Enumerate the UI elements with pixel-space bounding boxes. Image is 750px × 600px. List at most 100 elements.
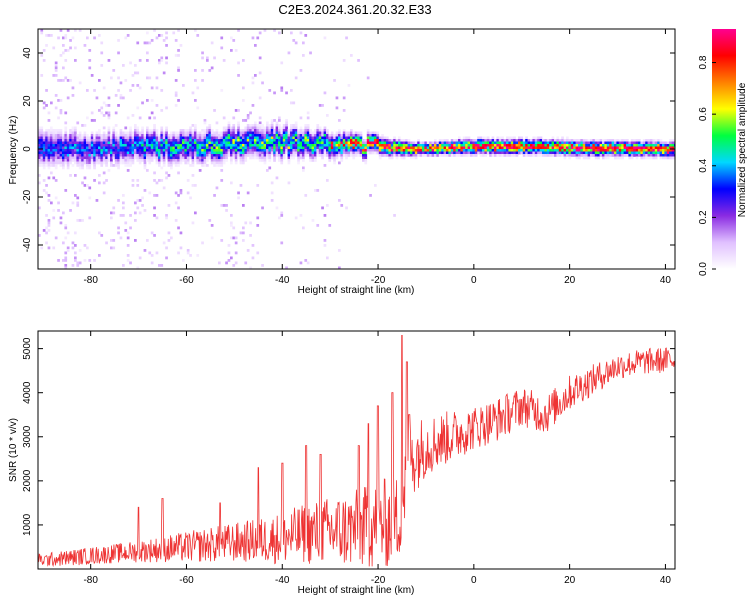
spectrogram-cell [530,151,533,155]
spectrogram-cell [321,104,324,107]
spectrogram-cell [333,136,336,140]
spectrogram-cell [273,159,276,162]
spectrogram-cell [54,106,58,110]
spectrogram-cell [534,151,538,155]
spectrogram-cell [126,136,130,140]
spectrogram-cell [246,141,250,145]
spectrogram-cell [530,139,533,142]
spectrogram-cell [306,154,310,157]
spectrogram-cell [364,159,368,162]
spectrogram-cell [52,156,56,160]
spectrogram-cell [638,151,641,155]
spectrogram-cell [100,154,104,157]
spectrogram-cell [59,79,63,82]
spectrogram-cell [542,154,545,157]
spectrogram-cell [650,149,653,152]
spectrogram-cell [78,149,82,152]
spectrogram-cell [122,64,125,67]
spectrogram-cell [177,49,180,52]
spectrogram-cell [282,136,286,140]
spectrogram-cell [83,156,87,160]
spectrogram-cell [491,136,495,140]
spectrogram-cell [366,141,370,145]
spectrogram-cell [174,146,178,150]
spectrogram-cell [71,164,75,167]
spectrogram-cell [131,159,135,162]
spectrogram-cell [203,164,207,167]
spectrogram-cell [640,156,644,160]
spectrogram-cell [527,146,531,150]
spectrogram-cell [618,144,622,147]
spectrogram-cell [186,134,190,137]
spectrogram-cell [50,159,53,162]
spectrogram-cell [112,156,116,160]
spectrogram-cell [81,159,84,162]
spectrogram-cell [645,139,648,142]
spectrogram-cell [230,159,233,162]
spectrogram-cell [458,139,461,142]
spectrogram-cell [328,154,332,157]
spectrogram-cell [160,129,164,132]
spectrogram-cell [669,144,672,147]
spectrogram-cell [335,149,339,152]
spectrogram-cell [191,129,195,132]
spectrogram-cell [486,149,490,152]
spectrogram-cell [165,156,168,160]
spectrogram-cell [244,129,248,132]
spectrogram-cell [285,266,288,269]
spectrogram-cell [215,136,219,140]
spectrogram-cell [100,151,104,155]
spectrogram-cell [150,151,154,155]
spectrogram-cell [347,136,351,140]
spectrogram-cell [426,146,430,150]
spectrogram-cell [323,126,327,130]
spectrogram-cell [158,151,161,155]
spectrogram-cell [158,146,161,150]
spectrogram-cell [251,256,255,260]
spectrogram-cell [460,149,464,152]
spectrogram-cell [162,134,166,137]
spectrogram-cell [491,144,495,147]
spectrogram-cell [81,134,84,137]
spectrogram-cell [86,161,89,165]
spectrogram-cell [453,146,456,150]
spectrogram-cell [246,144,250,147]
spectrogram-cell [81,181,84,185]
spectrogram-cell [42,156,46,160]
spectrogram-cell [155,161,159,165]
spectrogram-cell [112,151,116,155]
spectrogram-cell [578,146,581,150]
spectrogram-cell [129,164,132,167]
spectrogram-cell [50,136,53,140]
spectrogram-cell [470,139,473,142]
spectrogram-cell [599,149,603,152]
spectrogram-cell [294,129,298,132]
spectrogram-cell [177,136,180,140]
spectrogram-cell [446,146,449,150]
spectrogram-cell [400,144,404,147]
spectrogram-cell [208,124,212,127]
spectrogram-cell [261,149,264,152]
spectrogram-cell [160,139,164,142]
spectrogram-cell [669,141,672,145]
spectrogram-cell [57,161,60,165]
spectrogram-cell [292,126,296,130]
spectrogram-cell [50,201,53,205]
spectrogram-cell [119,129,123,132]
spectrogram-cell [239,231,243,235]
spectrogram-cell [230,129,233,132]
spectrogram-cell [501,139,504,142]
spectrogram-cell [666,151,670,155]
spectrogram-cell [467,154,471,157]
spectrogram-cell [210,151,214,155]
x-tick-label: -20 [371,575,386,586]
spectrogram-cell [268,151,272,155]
spectrogram-cell [57,116,60,120]
spectrogram-cell [422,149,425,152]
spectrogram-cell [395,141,399,145]
spectrogram-cell [162,144,166,147]
spectrogram-cell [102,181,106,185]
spectrogram-cell [76,261,80,265]
spectrogram-cell [220,144,224,147]
spectrogram-cell [172,151,176,155]
